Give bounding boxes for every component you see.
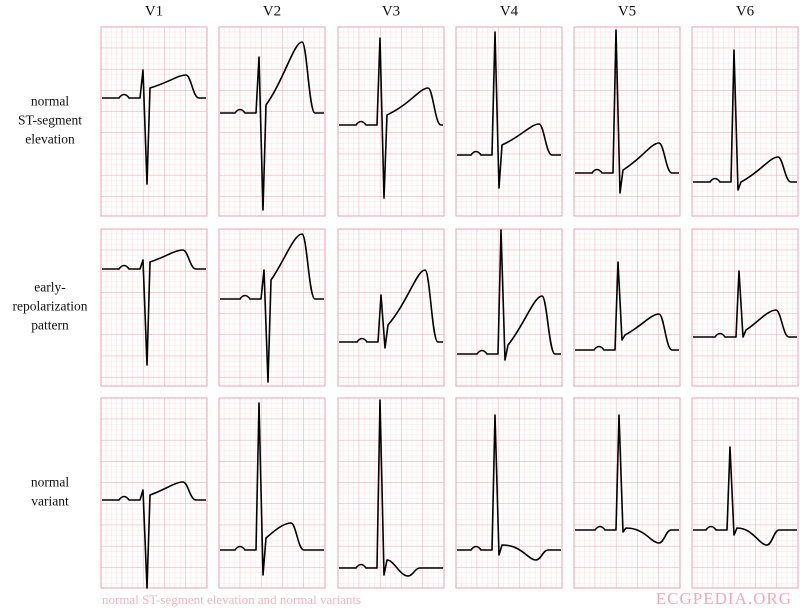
ecg-panel — [691, 228, 799, 387]
ecg-panel — [455, 26, 563, 217]
grid — [455, 228, 563, 387]
ecg-panel — [691, 397, 799, 589]
ecg-trace — [102, 249, 206, 366]
ecg-panel — [337, 228, 445, 387]
ecg-panel — [573, 228, 681, 387]
ecg-panel — [337, 397, 445, 589]
ecg-panel — [691, 26, 799, 217]
column-header: V4 — [500, 3, 519, 19]
column-header: V2 — [263, 3, 281, 19]
grid — [573, 397, 681, 589]
ecg-trace — [693, 49, 797, 191]
grid — [218, 228, 326, 387]
grid — [573, 228, 681, 387]
row-label: pattern — [31, 318, 69, 333]
ecg-trace — [575, 261, 679, 351]
panels — [100, 26, 799, 589]
ecg-panel — [100, 228, 208, 387]
ecg-panel — [573, 397, 681, 589]
row-label: ST-segment — [18, 113, 82, 128]
ecg-trace — [693, 270, 797, 338]
ecg-trace — [575, 414, 679, 544]
ecg-trace — [220, 402, 324, 576]
caption: normal ST-segment elevation and normal v… — [102, 592, 361, 607]
grid — [455, 397, 563, 589]
column-header: V6 — [736, 3, 755, 19]
ecg-trace — [575, 29, 679, 194]
watermark: ECGPEDIA.ORG — [656, 589, 792, 608]
ecg-panel — [573, 26, 681, 217]
ecg-trace — [339, 399, 443, 577]
row-label: normal — [31, 94, 69, 109]
ecg-trace — [457, 31, 561, 189]
grid — [100, 26, 208, 217]
row-label: repolarization — [13, 299, 88, 314]
ecg-trace — [457, 229, 561, 361]
column-header: V1 — [145, 3, 163, 19]
ecg-panel — [455, 397, 563, 589]
row-label: normal — [31, 475, 69, 490]
ecg-panel — [455, 228, 563, 387]
ecg-trace — [693, 446, 797, 546]
ecg-trace — [339, 37, 443, 199]
grid — [691, 228, 799, 387]
grid — [573, 26, 681, 217]
ecg-panel — [100, 397, 208, 589]
ecg-trace — [220, 41, 324, 211]
ecg-trace — [102, 481, 206, 589]
column-header: V3 — [382, 3, 400, 19]
column-header: V5 — [618, 3, 636, 19]
ecg-trace — [339, 269, 443, 349]
grid — [691, 397, 799, 589]
ecg-trace — [457, 414, 561, 561]
ecg-trace — [102, 69, 206, 185]
grid — [337, 26, 445, 217]
ecg-trace — [220, 233, 324, 383]
row-label: early- — [34, 280, 66, 295]
grid — [455, 26, 563, 217]
grid — [218, 26, 326, 217]
row-label: elevation — [25, 132, 75, 147]
grid — [337, 228, 445, 387]
grid — [337, 397, 445, 589]
ecg-panel — [337, 26, 445, 217]
ecg-panel — [100, 26, 208, 217]
grid — [218, 397, 326, 589]
grid — [100, 228, 208, 387]
ecg-panel — [218, 397, 326, 589]
row-label: variant — [31, 494, 69, 509]
ecg-panel — [218, 228, 326, 387]
ecg-panel — [218, 26, 326, 217]
grid — [691, 26, 799, 217]
